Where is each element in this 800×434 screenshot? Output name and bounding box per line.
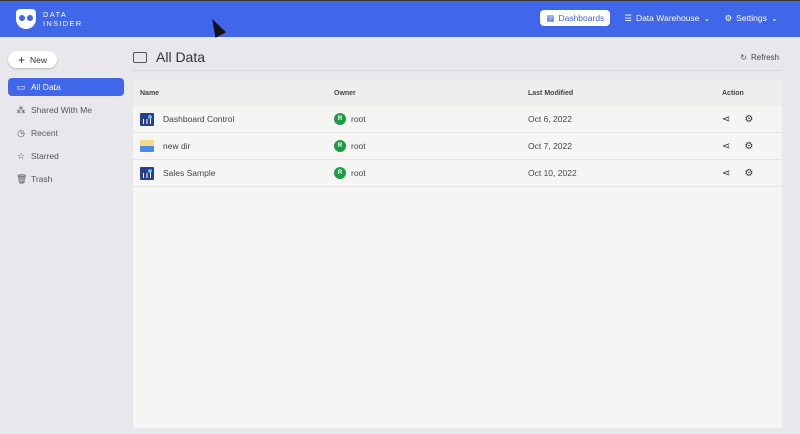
nav-label: Dashboards [558, 13, 605, 23]
sidebar-item-label: All Data [31, 82, 61, 92]
new-button[interactable]: + New [8, 51, 57, 68]
chevron-down-icon: ⌄ [703, 12, 711, 23]
table-header: Name Owner Last Modified Action [133, 80, 782, 106]
main-nav: ▦ Dashboards ☰ Data Warehouse ⌄ ⚙ Settings ⌄ [540, 10, 778, 26]
chevron-down-icon: ⌄ [770, 12, 778, 23]
database-icon: ☰ [624, 12, 632, 23]
sidebar-item-label: Trash [31, 174, 53, 184]
logo[interactable]: DATA INSIDER [16, 9, 83, 29]
nav-label: Data Warehouse [635, 13, 700, 23]
nav-data-warehouse[interactable]: ☰ Data Warehouse ⌄ [624, 13, 710, 24]
item-name[interactable]: new dir [163, 141, 191, 151]
sidebar-item-label: Recent [31, 128, 58, 138]
gear-icon[interactable]: ⚙ [744, 167, 754, 179]
refresh-icon: ↻ [740, 52, 747, 62]
page-title-text: All Data [156, 49, 206, 65]
sidebar-item-shared[interactable]: ⁂ Shared With Me [8, 101, 124, 119]
new-label: New [30, 54, 48, 65]
sidebar-item-label: Shared With Me [31, 105, 92, 115]
sidebar-item-label: Starred [31, 151, 59, 161]
owl-logo-icon [16, 9, 36, 29]
dashboard-icon: ▦ [546, 12, 555, 23]
plus-icon: + [17, 52, 25, 67]
data-table: Name Owner Last Modified Action Dashboar… [133, 80, 782, 428]
column-header-last-modified[interactable]: Last Modified [528, 89, 574, 97]
sidebar-item-trash[interactable]: 🗑 Trash [8, 170, 124, 188]
sidebar-item-recent[interactable]: ◷ Recent [8, 124, 124, 142]
avatar: R [334, 140, 346, 152]
page-title: All Data [133, 49, 205, 65]
owner-name: root [351, 168, 366, 178]
folder-icon [133, 51, 147, 63]
column-header-owner[interactable]: Owner [334, 89, 356, 97]
clock-icon: ◷ [17, 127, 25, 138]
last-modified: Oct 10, 2022 [528, 168, 577, 178]
gear-icon[interactable]: ⚙ [744, 113, 754, 125]
share-icon: ⁂ [16, 104, 26, 115]
last-modified: Oct 6, 2022 [528, 114, 572, 124]
sidebar: ▭ All Data ⁂ Shared With Me ◷ Recent ☆ Starr… [8, 78, 124, 193]
trash-icon: 🗑 [16, 173, 28, 184]
gear-icon[interactable]: ⚙ [744, 140, 754, 152]
nav-label: Settings [736, 13, 767, 23]
owner-name: root [351, 141, 366, 151]
share-icon[interactable]: ⋖ [722, 113, 731, 125]
item-name[interactable]: Sales Sample [163, 168, 216, 178]
logo-text-line1: DATA [43, 10, 68, 19]
share-icon[interactable]: ⋖ [722, 167, 731, 179]
nav-dashboards[interactable]: ▦ Dashboards [540, 10, 611, 26]
owner-name: root [351, 114, 366, 124]
folder-icon [140, 140, 154, 152]
refresh-label: Refresh [750, 53, 779, 62]
logo-text-line2: INSIDER [43, 19, 83, 28]
column-header-name[interactable]: Name [140, 89, 160, 97]
folder-icon: ▭ [16, 81, 26, 92]
dashboard-icon [140, 166, 154, 180]
refresh-button[interactable]: ↻ Refresh [740, 53, 779, 62]
avatar: R [334, 167, 346, 179]
share-icon[interactable]: ⋖ [722, 140, 731, 152]
dashboard-icon [140, 112, 154, 126]
column-header-action: Action [722, 89, 744, 97]
nav-settings[interactable]: ⚙ Settings ⌄ [725, 13, 778, 24]
star-icon: ☆ [16, 150, 26, 161]
gear-icon: ⚙ [724, 12, 733, 23]
item-name[interactable]: Dashboard Control [163, 114, 235, 124]
avatar: R [334, 113, 346, 125]
last-modified: Oct 7, 2022 [528, 141, 572, 151]
divider [133, 70, 782, 71]
sidebar-item-starred[interactable]: ☆ Starred [8, 147, 124, 165]
sidebar-item-all-data[interactable]: ▭ All Data [8, 78, 124, 96]
top-bar: DATA INSIDER ▦ Dashboards ☰ Data Warehouse ⌄… [0, 0, 800, 37]
